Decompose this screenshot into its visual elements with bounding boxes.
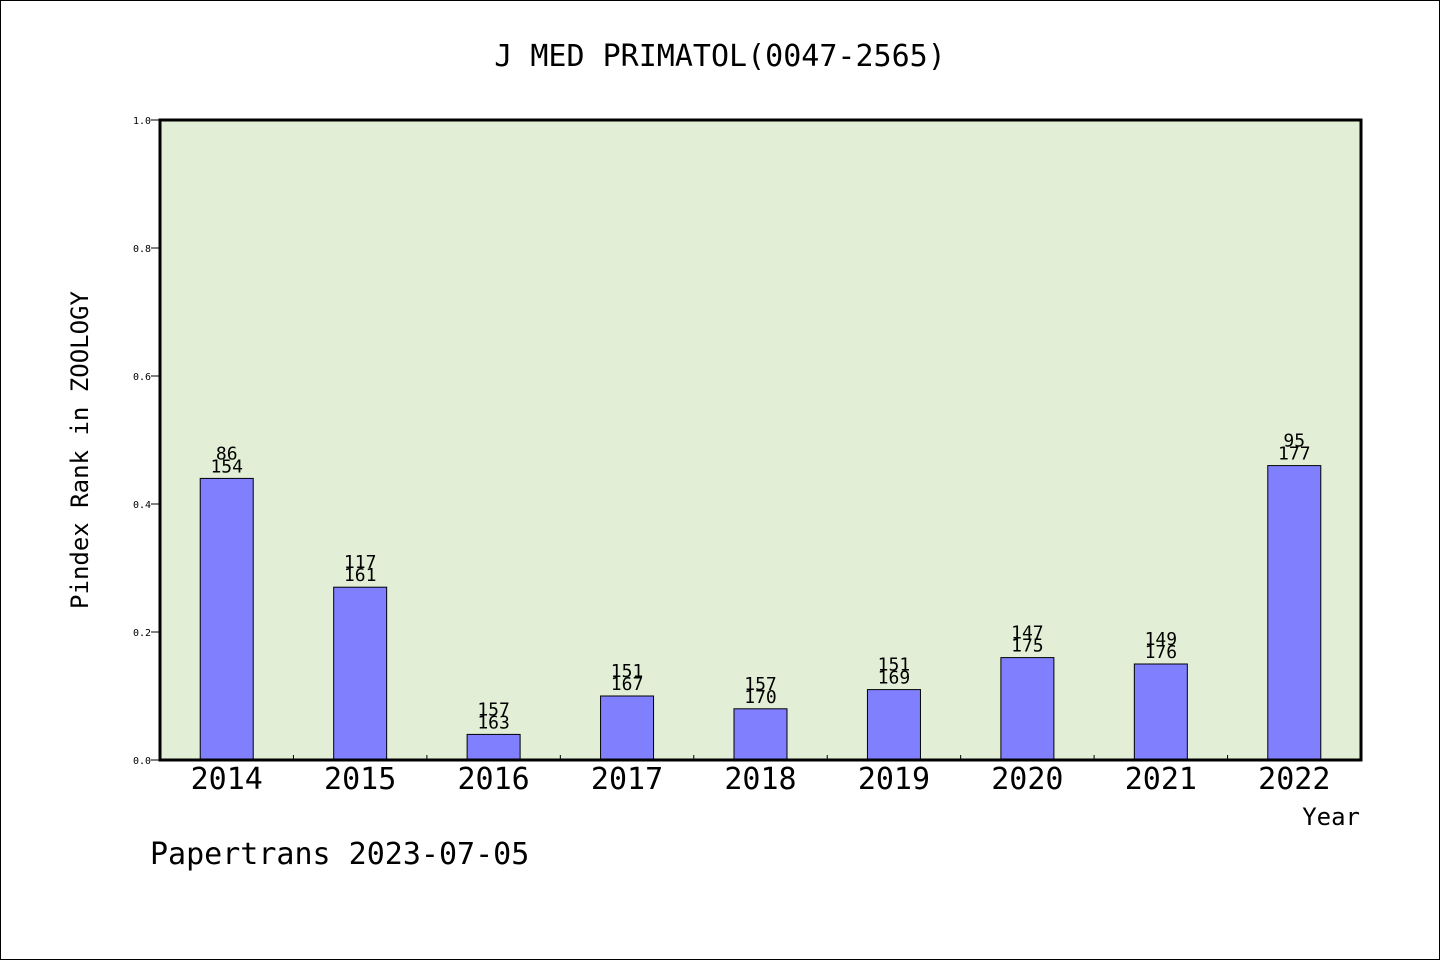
y-tick-label: 0.8 bbox=[133, 244, 151, 255]
x-tick-label: 2017 bbox=[591, 762, 663, 797]
y-tick-label: 0.6 bbox=[133, 372, 151, 383]
bar-label-bottom: 167 bbox=[611, 674, 644, 695]
y-axis-ticks: 0.0 0.2 0.4 0.6 0.8 1.0 bbox=[133, 116, 160, 767]
bar bbox=[199, 477, 254, 761]
x-tick-label: 2022 bbox=[1258, 762, 1330, 797]
bar-label-bottom: 176 bbox=[1145, 642, 1178, 663]
x-axis-label: Year bbox=[1302, 803, 1360, 831]
x-axis-ticks: 2014 2015 2016 2017 2018 2019 2020 2021 2022 bbox=[191, 755, 1330, 797]
y-tick-label: 0.4 bbox=[133, 500, 151, 511]
bar-label-bottom: 169 bbox=[878, 668, 911, 689]
bar-label-bottom: 170 bbox=[744, 687, 777, 708]
bar bbox=[466, 733, 521, 761]
bar bbox=[1267, 465, 1322, 761]
bar-label-top: 151 bbox=[878, 655, 911, 676]
x-tick-label: 2021 bbox=[1125, 762, 1197, 797]
bar-label-bottom: 154 bbox=[210, 456, 243, 477]
x-tick-label: 2020 bbox=[991, 762, 1063, 797]
y-tick-label: 0.0 bbox=[133, 756, 151, 767]
x-tick-label: 2015 bbox=[324, 762, 396, 797]
bar bbox=[333, 586, 388, 761]
bar bbox=[733, 708, 788, 761]
bars bbox=[199, 465, 1322, 761]
bar-label-top: 147 bbox=[1011, 623, 1044, 644]
bar-label-top: 157 bbox=[744, 674, 777, 695]
bar-label-top: 117 bbox=[344, 552, 377, 573]
x-tick-label: 2019 bbox=[858, 762, 930, 797]
bar-label-top: 151 bbox=[611, 661, 644, 682]
bar-label-top: 95 bbox=[1283, 431, 1305, 452]
x-tick-label: 2014 bbox=[191, 762, 263, 797]
bar-label-top: 149 bbox=[1145, 629, 1178, 650]
bar bbox=[866, 689, 921, 761]
plot-border bbox=[158, 118, 1363, 762]
x-tick-label: 2018 bbox=[724, 762, 796, 797]
footer-text: Papertrans 2023-07-05 bbox=[150, 837, 529, 872]
bar-label-bottom: 161 bbox=[344, 565, 377, 586]
bar bbox=[1000, 657, 1055, 761]
bar-label-top: 157 bbox=[477, 699, 510, 720]
bar-label-bottom: 177 bbox=[1278, 444, 1311, 465]
chart-title: J MED PRIMATOL(0047-2565) bbox=[494, 39, 946, 74]
bar bbox=[600, 695, 655, 761]
bar bbox=[1133, 663, 1188, 761]
x-tick-label: 2016 bbox=[457, 762, 529, 797]
y-axis-label: Pindex Rank in ZOOLOGY bbox=[66, 291, 94, 609]
bar-label-top: 86 bbox=[216, 443, 238, 464]
y-tick-label: 0.2 bbox=[133, 628, 151, 639]
bar-label-bottom: 175 bbox=[1011, 636, 1044, 657]
bar-label-bottom: 163 bbox=[477, 712, 510, 733]
y-tick-label: 1.0 bbox=[133, 116, 151, 127]
